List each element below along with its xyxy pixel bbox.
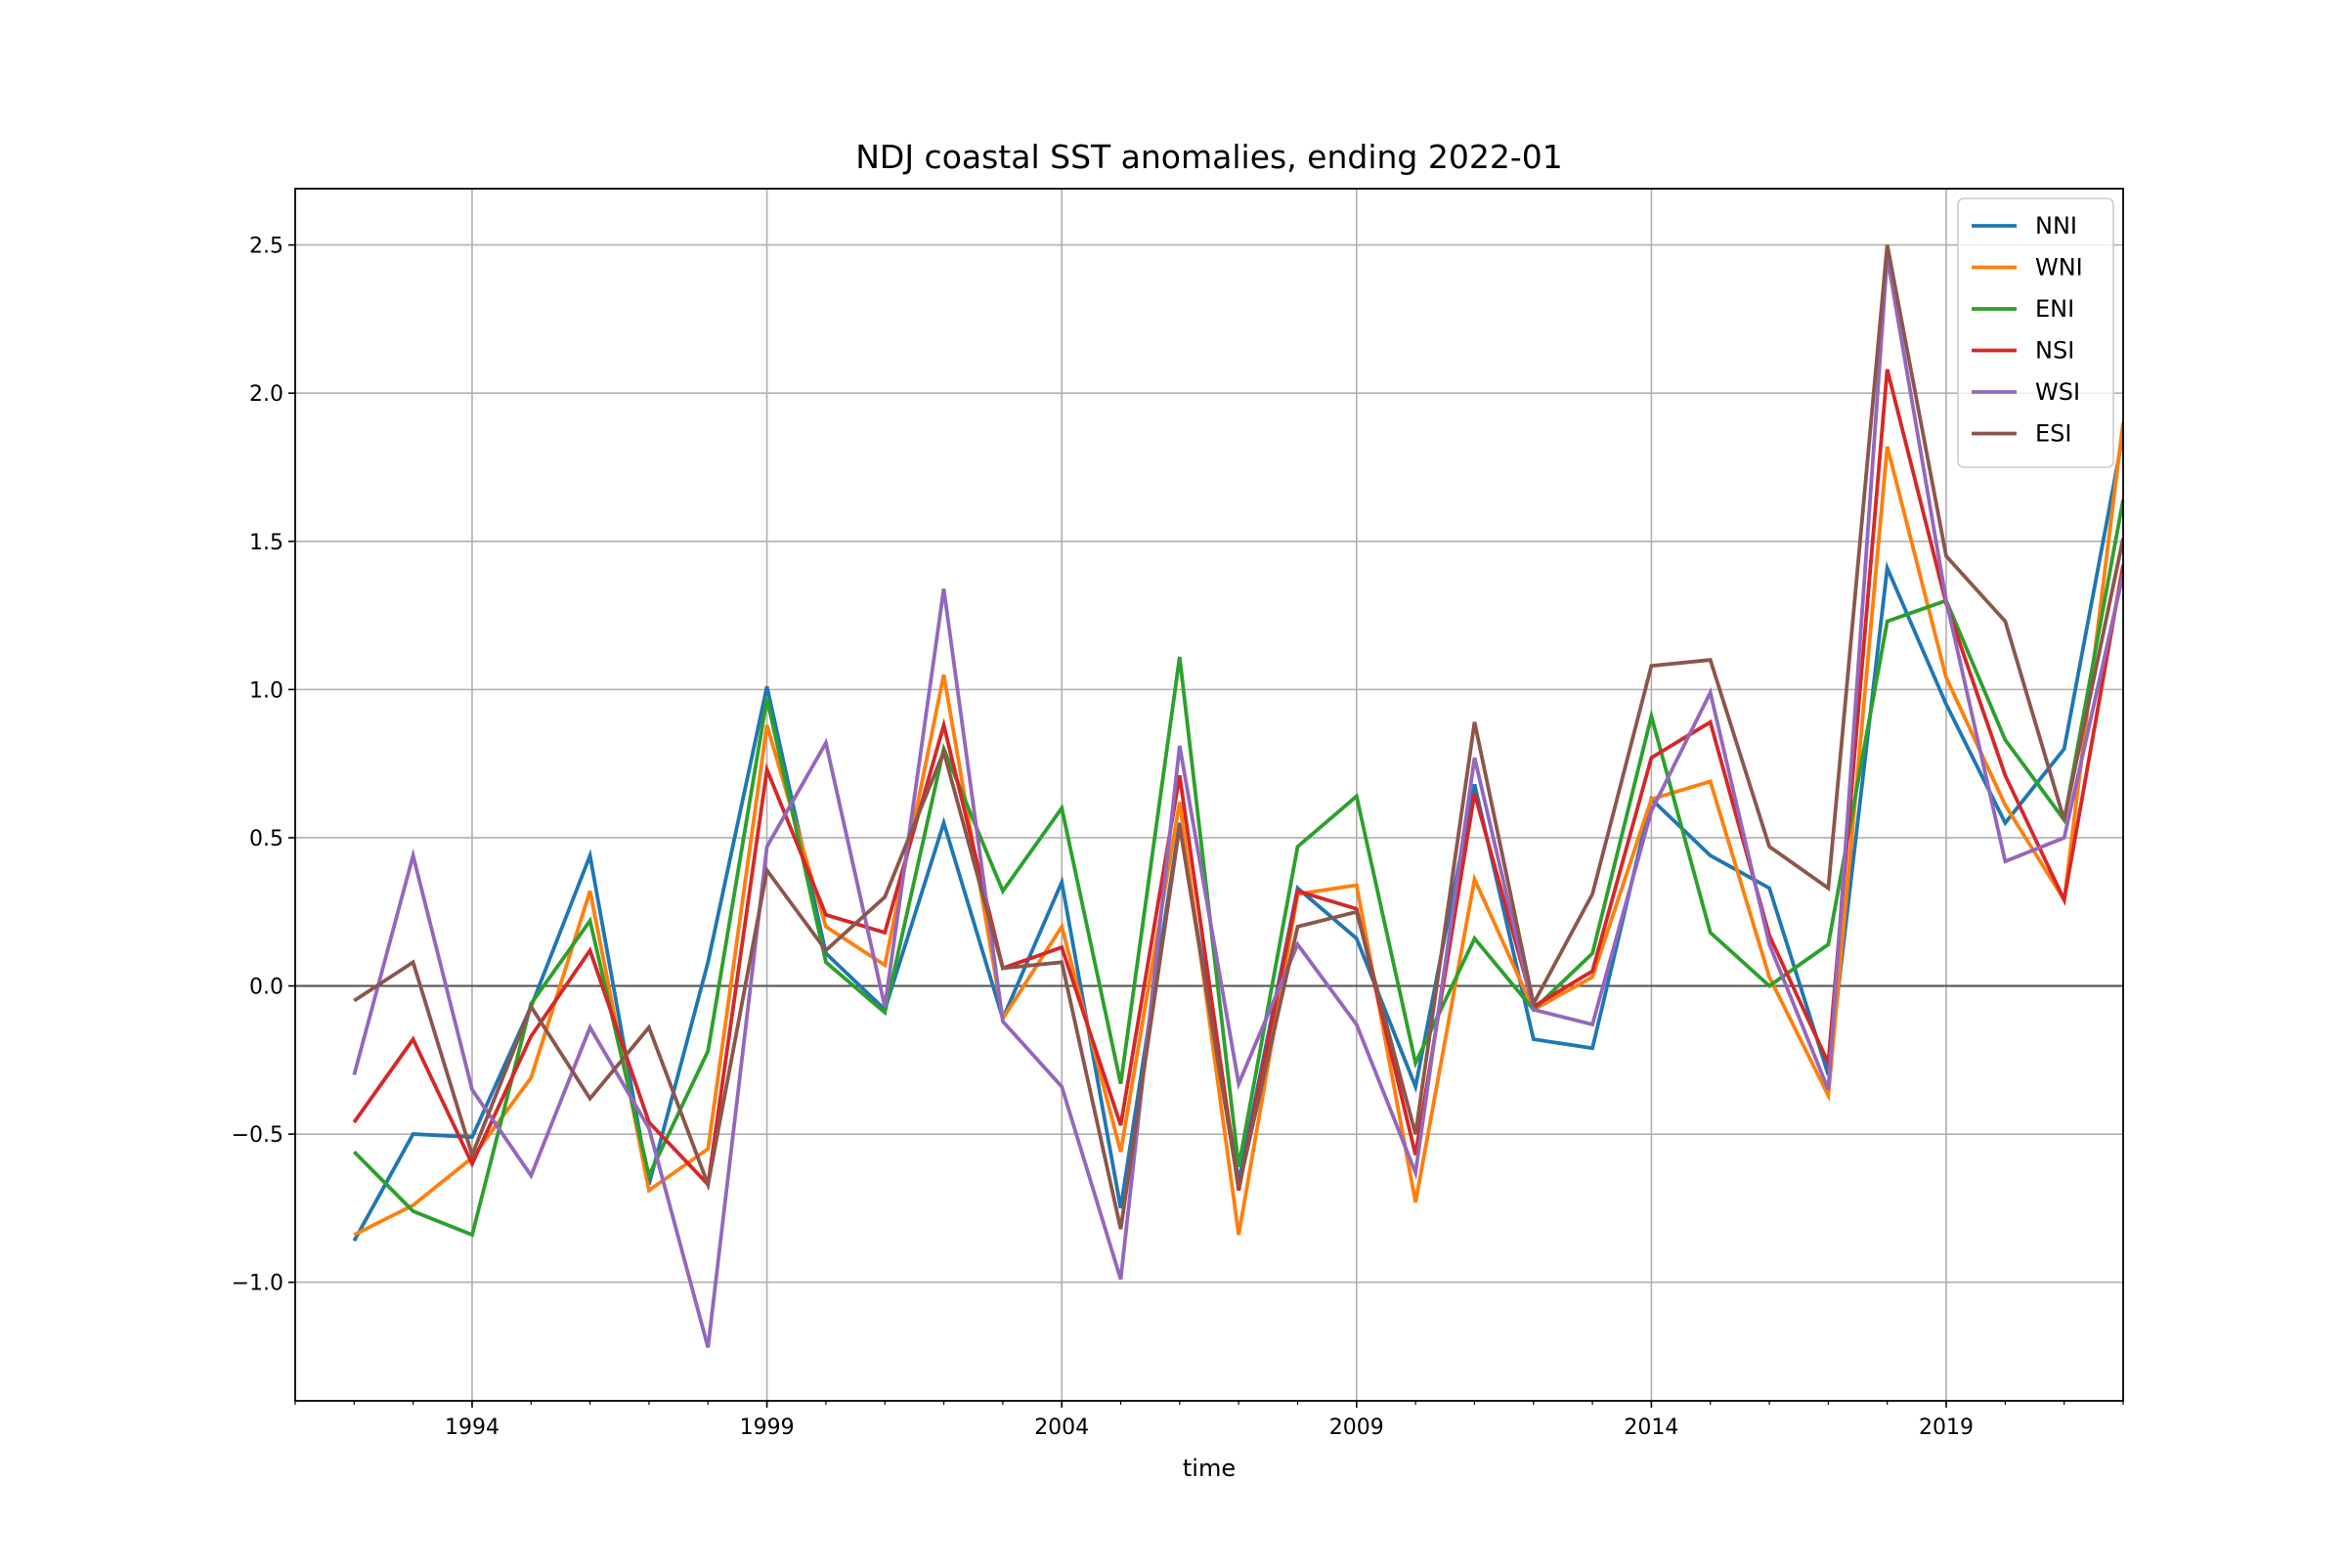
x-tick-label: 2004 bbox=[1034, 1416, 1089, 1440]
x-tick-label: 1999 bbox=[740, 1416, 795, 1440]
y-tick-label: −1.0 bbox=[232, 1272, 283, 1296]
legend-label-nni: NNI bbox=[2035, 212, 2077, 240]
y-tick-label: −0.5 bbox=[232, 1123, 283, 1148]
x-axis-label: time bbox=[1183, 1455, 1236, 1482]
y-tick-label: 0.5 bbox=[249, 827, 283, 851]
x-tick-label: 2019 bbox=[1919, 1416, 1974, 1440]
legend: NNI WNI ENI NSI WSI ESI bbox=[1957, 197, 2114, 468]
legend-label-esi: ESI bbox=[2035, 420, 2071, 448]
chart-title: NDJ coastal SST anomalies, ending 2022-0… bbox=[855, 138, 1563, 176]
y-tick-label: 2.0 bbox=[249, 382, 283, 407]
legend-label-wsi: WSI bbox=[2035, 378, 2080, 406]
legend-label-eni: ENI bbox=[2035, 295, 2074, 323]
series-line-nsi bbox=[352, 369, 2123, 1192]
data-series bbox=[352, 244, 2123, 1348]
y-tick-label: 1.5 bbox=[249, 531, 283, 555]
series-line-wni bbox=[353, 422, 2123, 1237]
series-line-esi bbox=[353, 244, 2123, 1230]
axis-ticks: −1.0 −0.5 0.0 0.5 1.0 1.5 2.0 2.5 1994 1999 2004 20… bbox=[232, 235, 2124, 1440]
series-line-wsi bbox=[352, 256, 2123, 1348]
x-tick-label: 2009 bbox=[1329, 1416, 1384, 1440]
legend-label-nsi: NSI bbox=[2035, 337, 2074, 365]
y-tick-label: 0.0 bbox=[249, 976, 283, 1000]
x-tick-label: 1994 bbox=[445, 1416, 500, 1440]
legend-label-wni: WNI bbox=[2035, 254, 2083, 282]
y-tick-label: 1.0 bbox=[249, 678, 283, 703]
grid-lines bbox=[295, 189, 2123, 1401]
series-line-eni bbox=[352, 499, 2123, 1238]
x-tick-label: 2014 bbox=[1624, 1416, 1678, 1440]
plot-frame bbox=[294, 188, 2124, 1402]
y-tick-label: 2.5 bbox=[249, 235, 283, 259]
